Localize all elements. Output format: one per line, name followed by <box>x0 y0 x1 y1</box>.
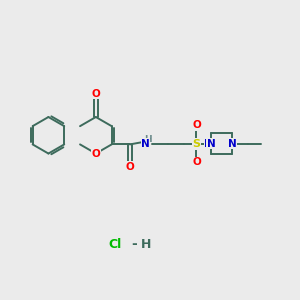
Text: O: O <box>192 158 201 167</box>
Text: H: H <box>144 135 152 144</box>
Text: N: N <box>204 139 213 149</box>
Text: N: N <box>228 139 237 149</box>
Text: O: O <box>92 148 100 158</box>
Text: -: - <box>131 237 137 251</box>
Text: N: N <box>141 139 150 149</box>
Text: O: O <box>92 89 100 99</box>
Text: O: O <box>125 162 134 172</box>
Text: O: O <box>192 120 201 130</box>
Text: Cl: Cl <box>108 238 121 251</box>
Text: H: H <box>140 238 151 251</box>
Text: N: N <box>207 139 216 149</box>
Text: S: S <box>193 139 200 149</box>
